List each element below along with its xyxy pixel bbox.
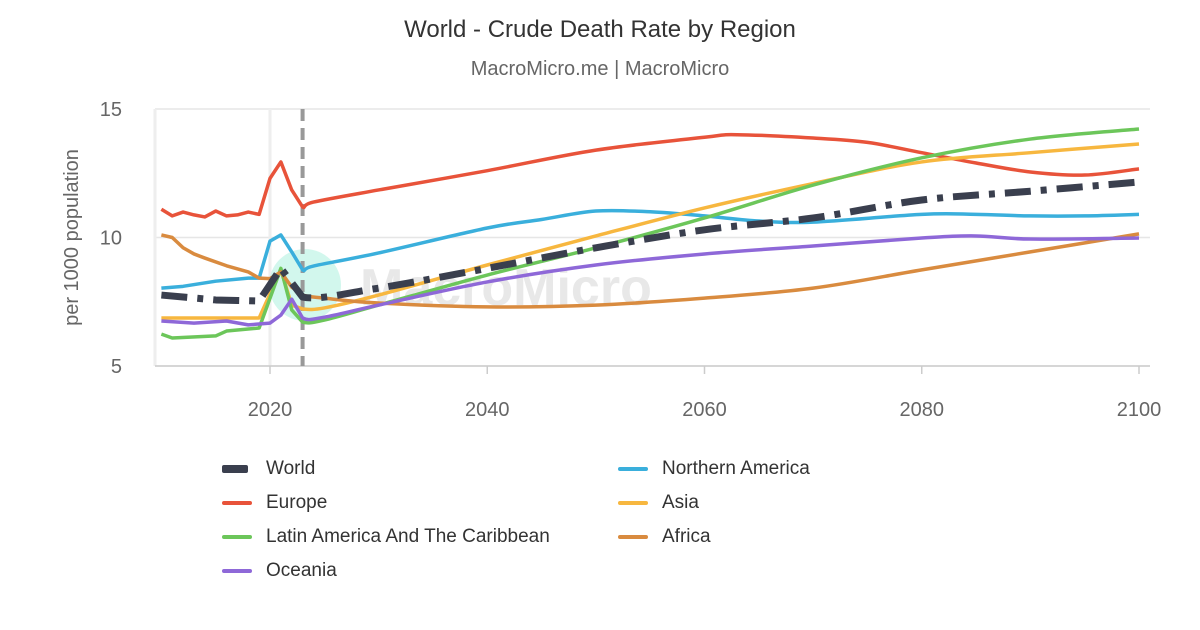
legend-item[interactable]: Latin America And The Caribbean [222, 526, 618, 548]
x-tick-label: 2080 [900, 399, 945, 421]
y-tick-label: 15 [100, 99, 122, 121]
legend-swatch [618, 535, 648, 539]
legend-label: Oceania [266, 560, 337, 581]
legend: World Northern America Europe Asia Latin Ame… [222, 458, 922, 582]
legend-item[interactable]: World [222, 458, 618, 480]
chart-title: World - Crude Death Rate by Region [404, 16, 796, 43]
y-tick-label: 10 [100, 228, 122, 250]
legend-label: Europe [266, 492, 328, 513]
y-axis-label: per 1000 population [61, 149, 83, 326]
legend-swatch [618, 501, 648, 505]
legend-swatch [618, 467, 648, 471]
chart-subtitle: MacroMicro.me | MacroMicro [470, 58, 730, 80]
x-tick-label: 2060 [682, 399, 727, 421]
legend-item[interactable]: Northern America [618, 458, 918, 480]
series-line-world [161, 178, 1140, 305]
legend-label: Latin America And The Caribbean [266, 526, 550, 547]
series-line-europe [160, 132, 1140, 219]
series-line-oceania [161, 234, 1140, 327]
legend-swatch [222, 569, 252, 573]
x-tick-label: 2020 [248, 399, 293, 421]
legend-label: World [266, 458, 316, 479]
legend-item[interactable]: Asia [618, 492, 918, 514]
legend-item[interactable]: Oceania [222, 560, 618, 582]
legend-item[interactable]: Africa [618, 526, 918, 548]
legend-swatch [222, 501, 252, 505]
watermark-logo-icon [269, 249, 341, 321]
legend-label: Northern America [662, 458, 810, 479]
legend-swatch [222, 465, 248, 473]
legend-swatch [222, 535, 252, 539]
legend-label: Asia [662, 492, 699, 513]
legend-item[interactable]: Europe [222, 492, 618, 514]
x-tick-label: 2100 [1117, 399, 1162, 421]
y-tick-label: 5 [111, 356, 122, 378]
legend-label: Africa [662, 526, 711, 547]
x-tick-label: 2040 [465, 399, 510, 421]
